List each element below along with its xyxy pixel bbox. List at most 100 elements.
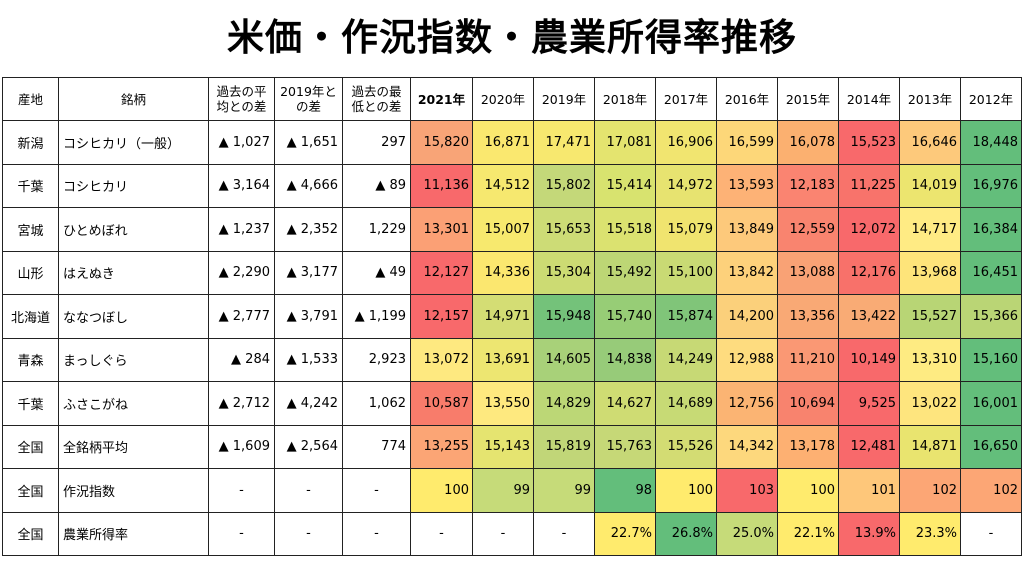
cell-diff-2019: ▲ 2,352	[274, 207, 343, 252]
cell-value: 12,183	[777, 163, 839, 208]
cell-value: 22.7%	[594, 511, 656, 556]
header-year: 2013年	[899, 77, 961, 121]
cell-diff-avg: -	[208, 468, 275, 513]
table-row: 宮城 ひとめぼれ ▲ 1,237 ▲ 2,352 1,229 13,301 15,007 15…	[2, 207, 1022, 252]
table-row: 山形 はえぬき ▲ 2,290 ▲ 3,177 ▲ 49 12,127 14,336 15,3…	[2, 250, 1022, 295]
cell-value: 13.9%	[838, 511, 900, 556]
cell-value: 13,310	[899, 337, 961, 382]
cell-value: 13,691	[472, 337, 534, 382]
cell-origin: 全国	[2, 511, 59, 556]
cell-diff-min: ▲ 49	[342, 250, 411, 295]
cell-origin: 千葉	[2, 381, 59, 426]
cell-value: 13,178	[777, 424, 839, 469]
cell-diff-avg: ▲ 2,712	[208, 381, 275, 426]
cell-value: 14,249	[655, 337, 717, 382]
cell-value: 11,225	[838, 163, 900, 208]
cell-value: 16,384	[960, 207, 1022, 252]
cell-value: 12,157	[410, 294, 473, 339]
header-year: 2019年	[533, 77, 595, 121]
cell-value: 13,849	[716, 207, 778, 252]
cell-brand: ななつぼし	[58, 294, 209, 339]
cell-value: 99	[472, 468, 534, 513]
cell-value: 13,550	[472, 381, 534, 426]
cell-brand: ひとめぼれ	[58, 207, 209, 252]
cell-diff-min: 2,923	[342, 337, 411, 382]
cell-value: 13,968	[899, 250, 961, 295]
cell-value: 13,301	[410, 207, 473, 252]
cell-value: 16,599	[716, 120, 778, 165]
cell-value: -	[410, 511, 473, 556]
cell-value: 14,605	[533, 337, 595, 382]
cell-value: 102	[899, 468, 961, 513]
cell-value: -	[960, 511, 1022, 556]
cell-value: 12,756	[716, 381, 778, 426]
cell-value: 15,820	[410, 120, 473, 165]
cell-value: 23.3%	[899, 511, 961, 556]
table-row: 全国 全銘柄平均 ▲ 1,609 ▲ 2,564 774 13,255 15,143 15,8…	[2, 424, 1022, 469]
header-year: 2014年	[838, 77, 900, 121]
cell-value: 14,717	[899, 207, 961, 252]
cell-value: 15,653	[533, 207, 595, 252]
cell-value: 16,976	[960, 163, 1022, 208]
cell-value: -	[472, 511, 534, 556]
header-year: 2021年	[410, 77, 473, 121]
rice-price-table: 産地 銘柄 過去の平均との差 2019年との差 過去の最低との差 2021年 2…	[2, 77, 1022, 556]
cell-value: 15,819	[533, 424, 595, 469]
header-row: 産地 銘柄 過去の平均との差 2019年との差 過去の最低との差 2021年 2…	[2, 77, 1022, 121]
cell-value: -	[533, 511, 595, 556]
cell-diff-2019: ▲ 4,666	[274, 163, 343, 208]
cell-value: 9,525	[838, 381, 900, 426]
cell-value: 101	[838, 468, 900, 513]
cell-value: 14,336	[472, 250, 534, 295]
cell-value: 15,079	[655, 207, 717, 252]
cell-value: 15,523	[838, 120, 900, 165]
cell-value: 15,100	[655, 250, 717, 295]
cell-value: 13,842	[716, 250, 778, 295]
cell-value: 16,871	[472, 120, 534, 165]
cell-origin: 宮城	[2, 207, 59, 252]
cell-value: 15,874	[655, 294, 717, 339]
table-row: 青森 まっしぐら ▲ 284 ▲ 1,533 2,923 13,072 13,691 14,6…	[2, 337, 1022, 382]
cell-diff-avg: ▲ 1,027	[208, 120, 275, 165]
cell-origin: 千葉	[2, 163, 59, 208]
cell-value: 15,527	[899, 294, 961, 339]
cell-origin: 青森	[2, 337, 59, 382]
cell-value: 15,740	[594, 294, 656, 339]
cell-value: 15,143	[472, 424, 534, 469]
cell-brand: 全銘柄平均	[58, 424, 209, 469]
cell-value: 12,988	[716, 337, 778, 382]
cell-diff-min: ▲ 89	[342, 163, 411, 208]
cell-diff-2019: ▲ 1,533	[274, 337, 343, 382]
cell-diff-avg: ▲ 2,777	[208, 294, 275, 339]
cell-value: 11,210	[777, 337, 839, 382]
cell-origin: 全国	[2, 424, 59, 469]
cell-diff-avg: ▲ 3,164	[208, 163, 275, 208]
cell-value: 16,906	[655, 120, 717, 165]
cell-diff-min: ▲ 1,199	[342, 294, 411, 339]
cell-origin: 山形	[2, 250, 59, 295]
page-title: 米価・作況指数・農業所得率推移	[227, 16, 797, 59]
cell-value: 14,627	[594, 381, 656, 426]
cell-value: 13,422	[838, 294, 900, 339]
cell-value: 15,414	[594, 163, 656, 208]
cell-value: 12,176	[838, 250, 900, 295]
cell-value: 10,149	[838, 337, 900, 382]
cell-value: 15,492	[594, 250, 656, 295]
header-diff-min: 過去の最低との差	[342, 77, 411, 121]
cell-value: 100	[410, 468, 473, 513]
cell-diff-2019: ▲ 1,651	[274, 120, 343, 165]
cell-value: 12,127	[410, 250, 473, 295]
cell-value: 12,481	[838, 424, 900, 469]
cell-value: 22.1%	[777, 511, 839, 556]
cell-value: 13,255	[410, 424, 473, 469]
cell-value: 14,971	[472, 294, 534, 339]
cell-diff-min: 297	[342, 120, 411, 165]
cell-value: 15,518	[594, 207, 656, 252]
cell-value: 103	[716, 468, 778, 513]
header-year: 2017年	[655, 77, 717, 121]
header-diff-avg: 過去の平均との差	[208, 77, 275, 121]
cell-value: 16,078	[777, 120, 839, 165]
cell-diff-min: -	[342, 511, 411, 556]
cell-diff-2019: -	[274, 468, 343, 513]
cell-value: 10,587	[410, 381, 473, 426]
